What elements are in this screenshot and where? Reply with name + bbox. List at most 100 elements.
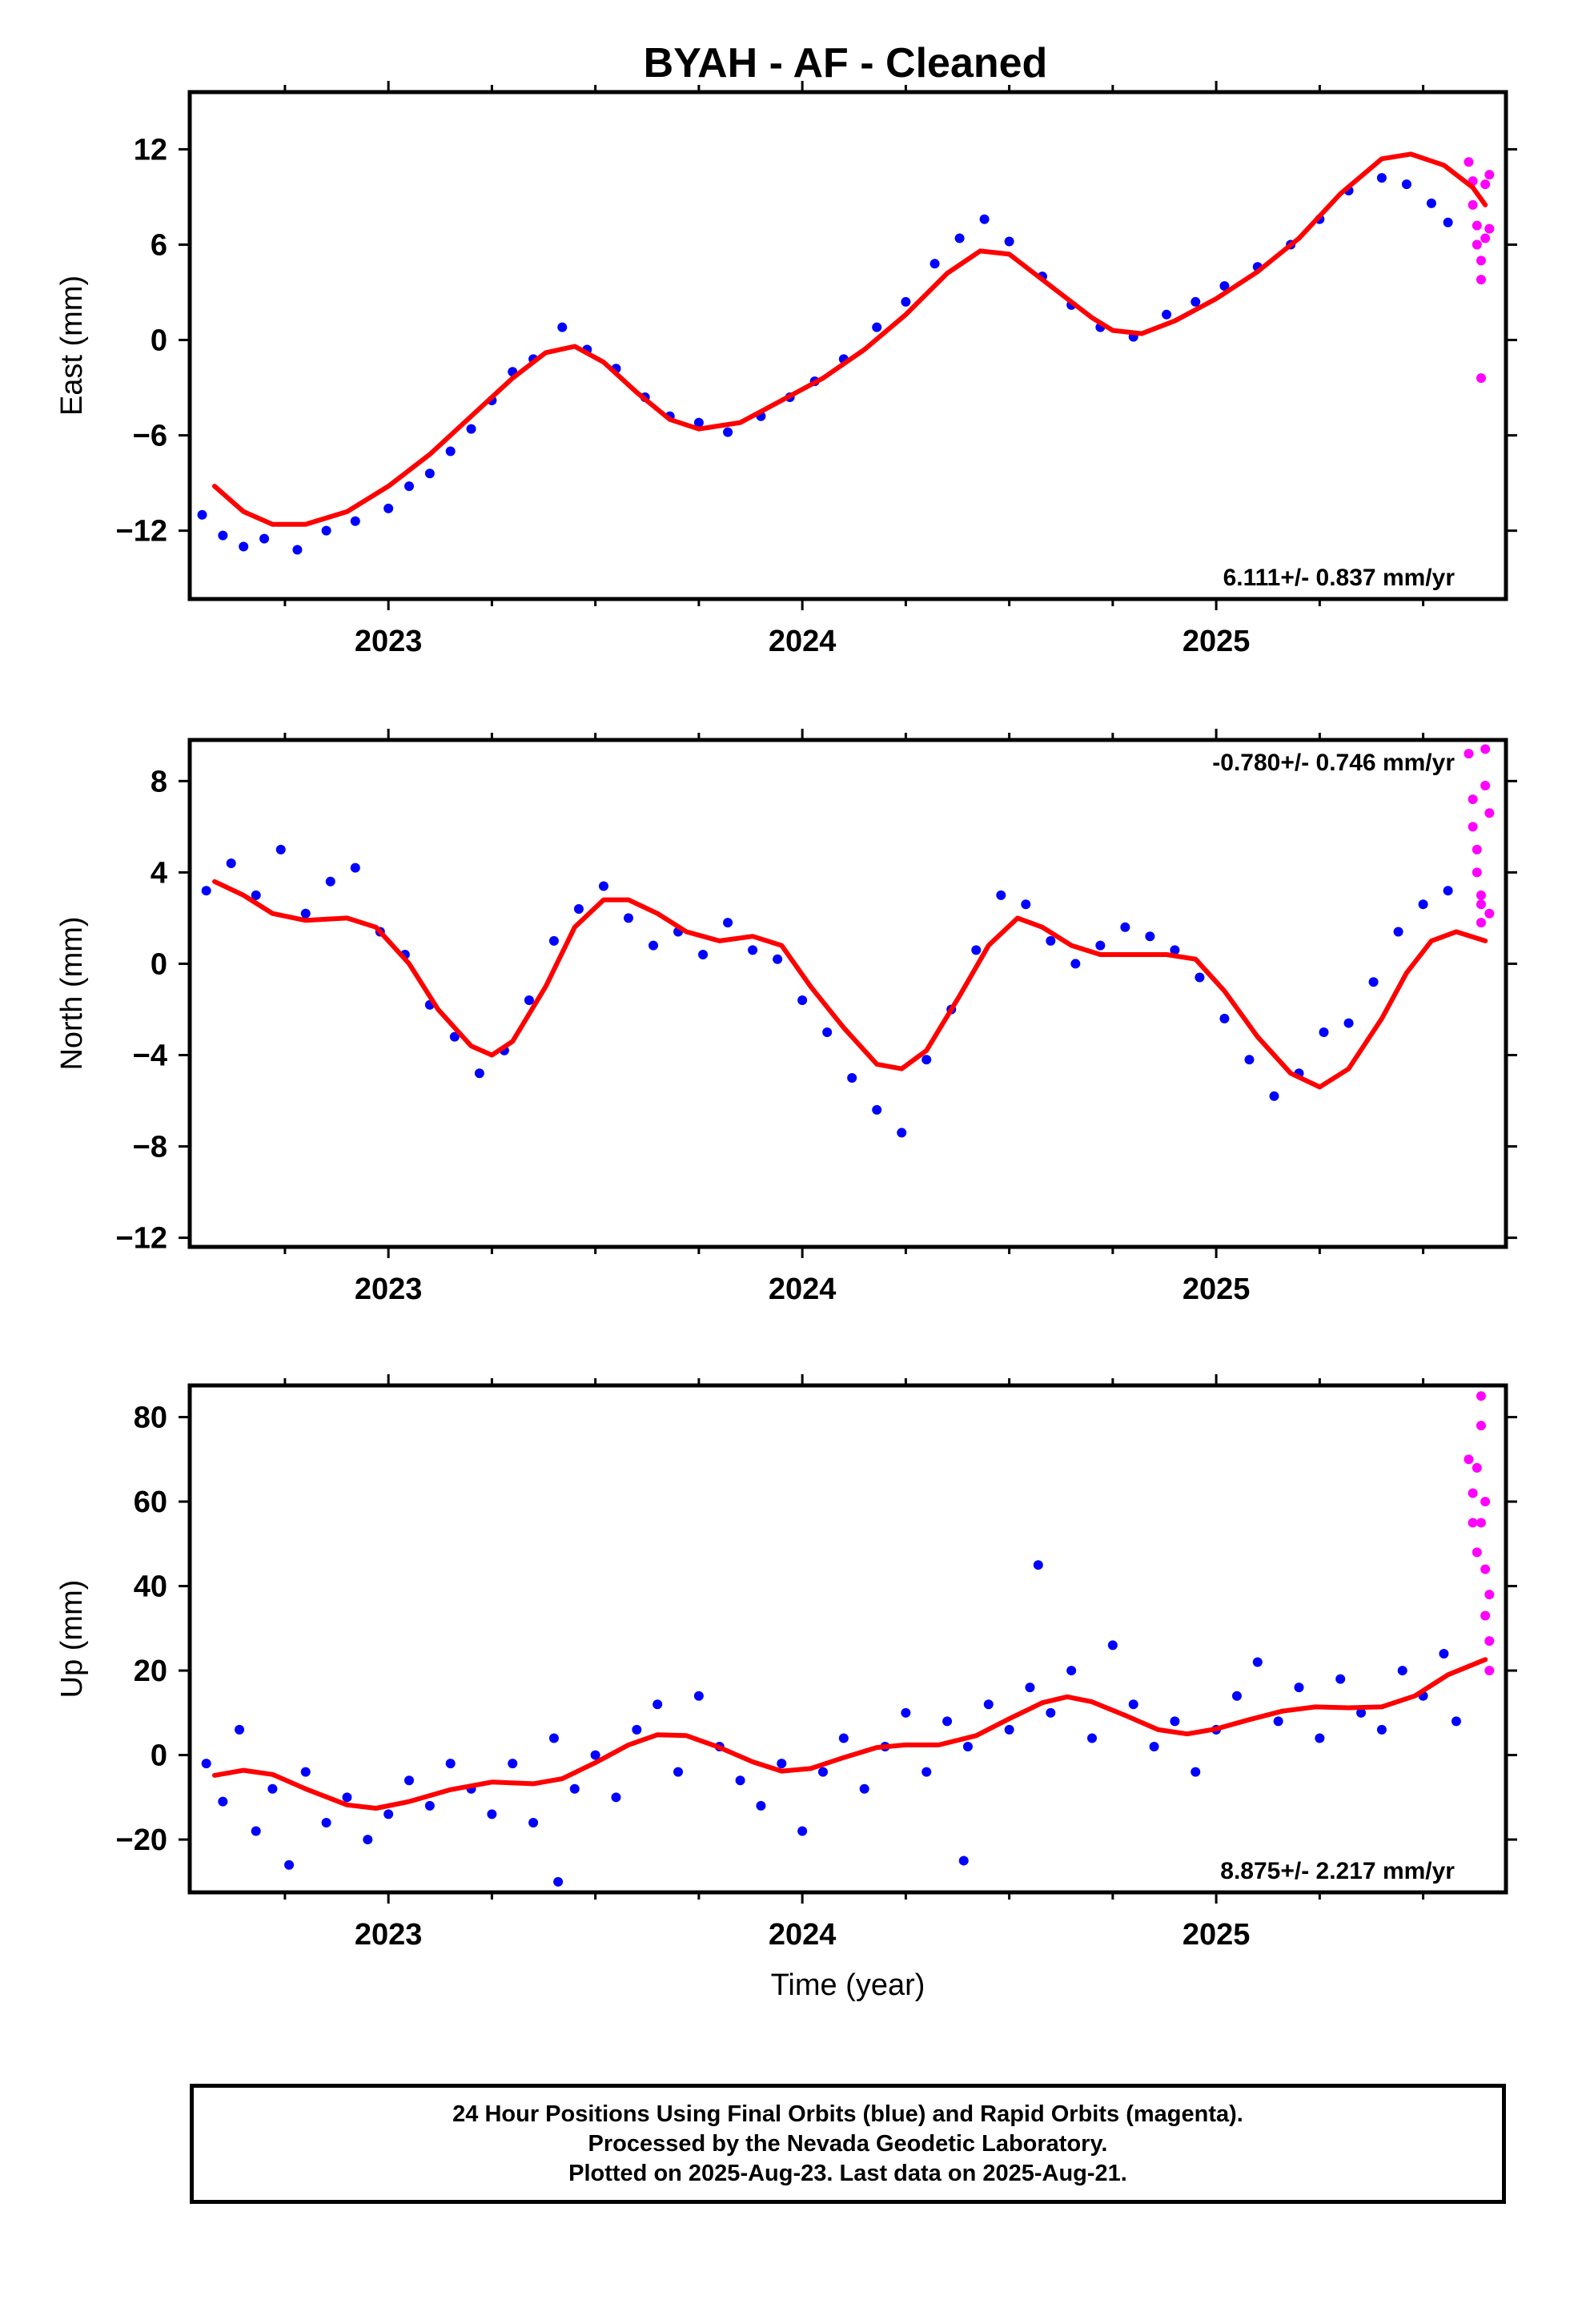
east-final-point bbox=[901, 296, 911, 307]
north-final-point bbox=[474, 1068, 484, 1079]
north-final-point bbox=[921, 1055, 932, 1065]
up-rapid-point bbox=[1476, 1421, 1486, 1431]
up-final-point bbox=[1356, 1707, 1367, 1718]
north-rapid-point bbox=[1472, 867, 1482, 878]
up-final-point bbox=[958, 1856, 969, 1866]
up-final-point bbox=[1046, 1707, 1056, 1718]
north-final-point bbox=[847, 1073, 857, 1083]
footer-line-orbits: 24 Hour Positions Using Final Orbits (bl… bbox=[452, 2101, 1243, 2127]
north-y-axis-label: North (mm) bbox=[55, 916, 89, 1070]
east-y-axis-label: East (mm) bbox=[55, 275, 89, 416]
north-final-point bbox=[872, 1104, 882, 1115]
up-x-axis-label: Time (year) bbox=[771, 1968, 926, 2002]
north-final-point bbox=[1343, 1018, 1354, 1028]
east-final-point bbox=[1376, 173, 1387, 183]
east-final-point bbox=[1162, 309, 1172, 320]
up-final-point bbox=[1033, 1560, 1043, 1570]
up-rapid-point bbox=[1480, 1497, 1491, 1507]
east-rapid-point bbox=[1476, 373, 1486, 384]
up-final-point bbox=[251, 1826, 261, 1836]
north-final-point bbox=[524, 995, 534, 1006]
east-rate-label: 6.111+/- 0.837 mm/yr bbox=[1223, 565, 1456, 591]
up-final-point bbox=[528, 1817, 539, 1827]
north-final-point bbox=[748, 945, 758, 955]
east-fit-curve bbox=[212, 151, 1488, 527]
up-final-point bbox=[859, 1783, 869, 1794]
east-final-point bbox=[404, 481, 414, 492]
up-rapid-point bbox=[1484, 1590, 1495, 1600]
north-rapid-point bbox=[1472, 844, 1482, 854]
up-final-point bbox=[300, 1767, 311, 1777]
north-final-point bbox=[698, 950, 709, 960]
east-rapid-point bbox=[1484, 223, 1495, 234]
north-x-tick-label: 2025 bbox=[1182, 1273, 1251, 1306]
north-y-tick-label: 0 bbox=[151, 947, 167, 981]
east-final-point bbox=[197, 509, 207, 520]
east-y-tick-label: −6 bbox=[133, 420, 167, 453]
up-final-point bbox=[424, 1800, 435, 1811]
north-final-point bbox=[1418, 899, 1428, 910]
up-rate-label: 8.875+/- 2.217 mm/yr bbox=[1220, 1858, 1455, 1884]
north-panel: 2023 2024 2025 −12 −8 −4 0 4 8 North (mm) -0.780+/… bbox=[55, 729, 1517, 1306]
east-y-tick-label: 12 bbox=[134, 133, 167, 167]
east-final-point bbox=[872, 322, 882, 332]
up-y-tick-label: −20 bbox=[116, 1823, 167, 1857]
north-x-tick-label: 2023 bbox=[355, 1273, 423, 1306]
up-final-point bbox=[735, 1775, 745, 1786]
up-final-point bbox=[1439, 1648, 1449, 1659]
up-final-point bbox=[487, 1809, 497, 1819]
east-final-point bbox=[930, 259, 940, 269]
north-final-point bbox=[1443, 886, 1453, 896]
up-final-point bbox=[756, 1800, 766, 1811]
up-final-point bbox=[1087, 1733, 1098, 1743]
figure-title: BYAH - AF - Cleaned bbox=[644, 40, 1048, 86]
up-y-tick-label: 80 bbox=[134, 1401, 167, 1435]
east-final-point bbox=[321, 525, 331, 536]
up-final-point bbox=[1004, 1724, 1014, 1735]
north-final-point bbox=[648, 940, 659, 951]
up-y-tick-label: 20 bbox=[134, 1655, 167, 1688]
up-final-point bbox=[569, 1783, 580, 1794]
east-final-point bbox=[979, 214, 990, 224]
east-rapid-point bbox=[1480, 233, 1491, 243]
north-final-point bbox=[723, 918, 733, 928]
north-final-point bbox=[1368, 977, 1379, 987]
up-final-point bbox=[445, 1759, 456, 1769]
north-final-point bbox=[201, 886, 211, 896]
north-final-point bbox=[1393, 927, 1403, 937]
up-final-point bbox=[1273, 1716, 1283, 1727]
up-rapid-point bbox=[1480, 1610, 1491, 1621]
north-final-point bbox=[996, 890, 1006, 900]
up-data-layer bbox=[201, 1391, 1495, 1887]
north-final-point bbox=[300, 908, 311, 919]
up-final-point bbox=[1335, 1674, 1346, 1684]
east-y-tick-label: 0 bbox=[151, 324, 167, 358]
up-final-point bbox=[1066, 1666, 1077, 1676]
east-rapid-point bbox=[1484, 170, 1495, 180]
east-final-point bbox=[292, 545, 303, 555]
up-final-point bbox=[797, 1826, 808, 1836]
up-final-point bbox=[942, 1716, 953, 1727]
east-final-point bbox=[1443, 217, 1453, 227]
north-data-layer bbox=[201, 744, 1495, 1138]
north-final-point bbox=[449, 1031, 460, 1042]
up-final-point bbox=[321, 1817, 331, 1827]
up-final-point bbox=[1252, 1657, 1263, 1667]
up-rapid-point bbox=[1476, 1391, 1486, 1401]
up-rapid-point bbox=[1484, 1666, 1495, 1676]
up-y-axis-label: Up (mm) bbox=[55, 1580, 89, 1699]
north-final-point bbox=[624, 913, 633, 923]
north-rapid-point bbox=[1468, 794, 1478, 805]
up-final-point bbox=[1025, 1683, 1035, 1693]
north-x-tick-label: 2024 bbox=[769, 1273, 837, 1306]
up-final-point bbox=[284, 1860, 295, 1870]
up-final-point bbox=[342, 1792, 352, 1803]
up-final-point bbox=[673, 1767, 684, 1777]
north-final-point bbox=[1145, 931, 1155, 942]
east-y-tick-label: −12 bbox=[116, 515, 167, 549]
east-final-point bbox=[1426, 198, 1436, 208]
east-final-point bbox=[445, 446, 456, 456]
north-y-tick-label: 4 bbox=[151, 856, 167, 890]
up-panel: 2023 2024 2025 −20 0 20 40 60 80 Up (mm) Time (yea… bbox=[55, 1374, 1517, 2002]
east-x-tick-label: 2024 bbox=[769, 625, 837, 658]
